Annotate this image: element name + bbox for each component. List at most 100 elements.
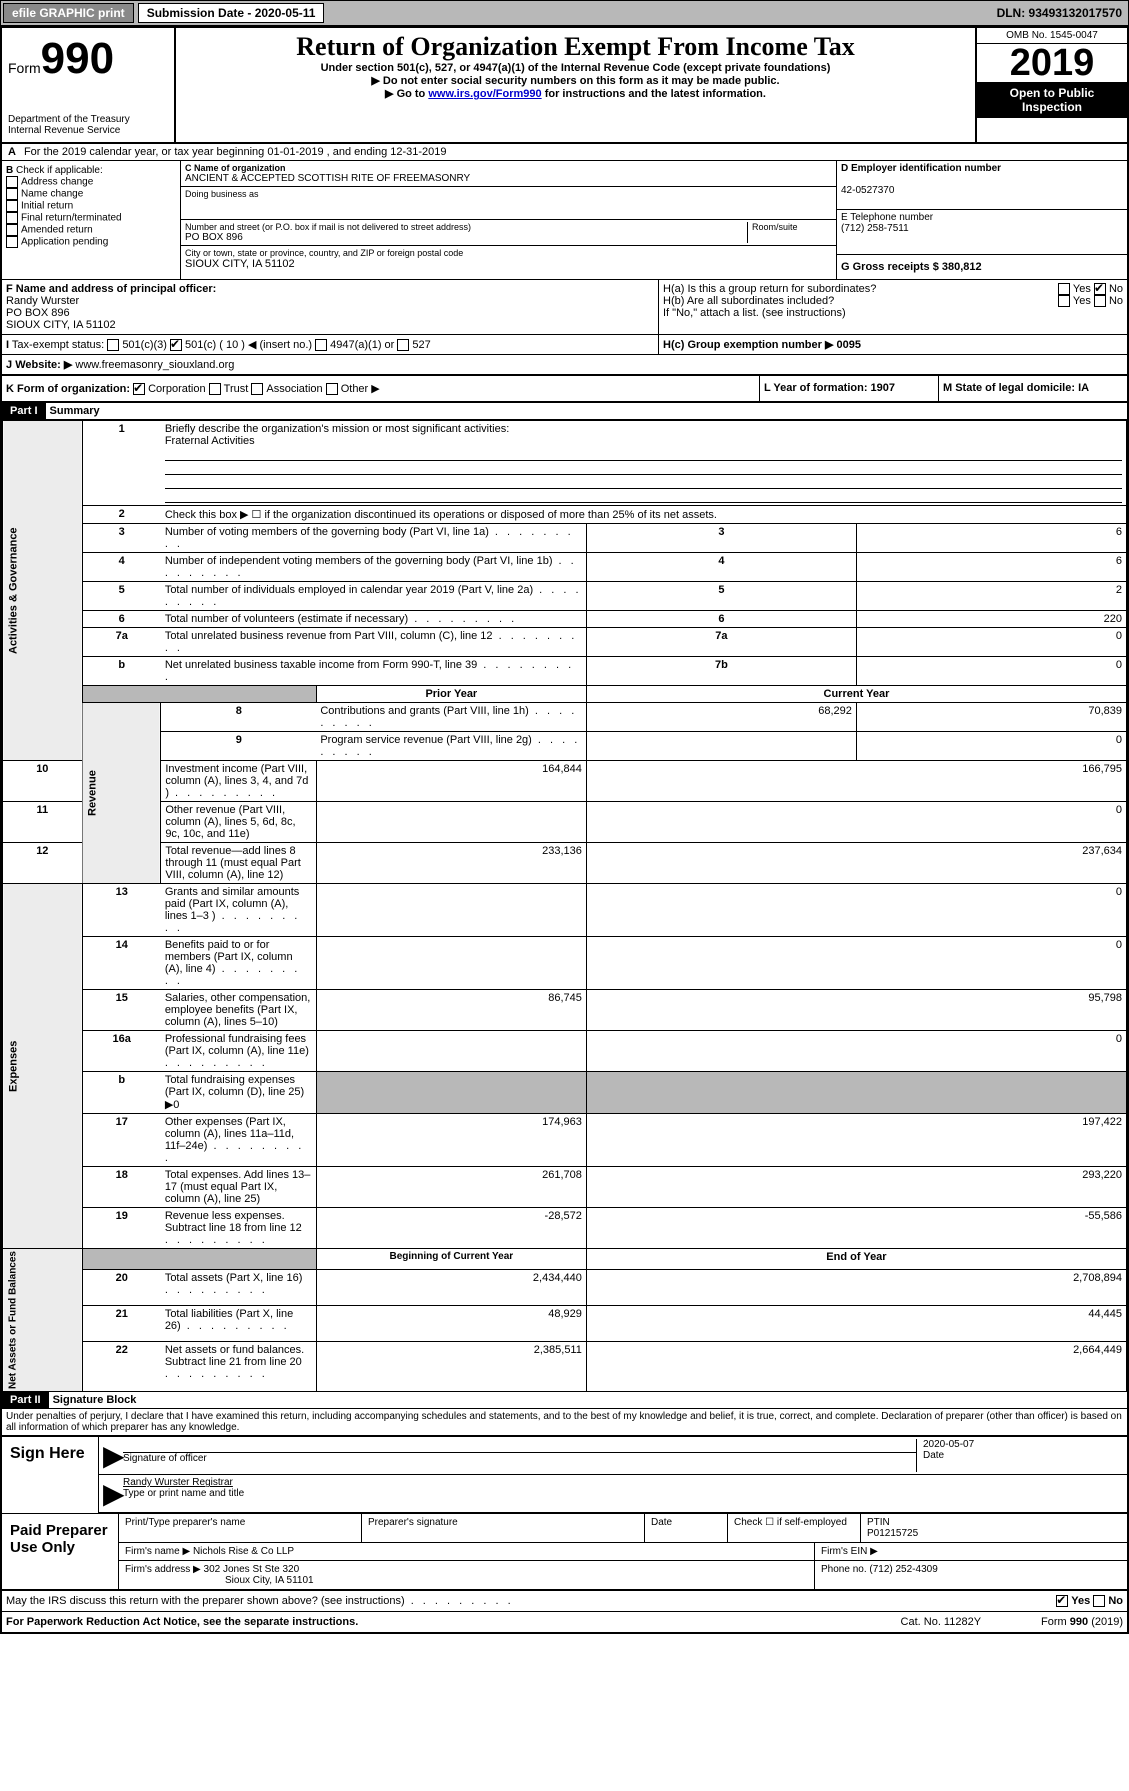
initial-return-checkbox[interactable]: [6, 200, 18, 212]
irs-link[interactable]: www.irs.gov/Form990: [428, 88, 541, 100]
row3-val: 6: [856, 524, 1126, 553]
row6-val: 220: [856, 611, 1126, 628]
trust-label: Trust: [224, 383, 249, 395]
sign-here-label: Sign Here: [2, 1437, 99, 1513]
addr-label: Number and street (or P.O. box if mail i…: [185, 222, 747, 232]
l-year-formation: L Year of formation: 1907: [764, 382, 895, 394]
website-label: Website: ▶: [15, 359, 72, 371]
name-change-checkbox[interactable]: [6, 188, 18, 200]
perjury-statement: Under penalties of perjury, I declare th…: [2, 1409, 1127, 1435]
row3-num: 3: [82, 524, 161, 553]
exp19-prior: -28,572: [316, 1208, 586, 1249]
rev12-prior: 233,136: [316, 843, 586, 884]
net21-num: 21: [82, 1305, 161, 1341]
exp14-desc: Benefits paid to or for members (Part IX…: [161, 937, 317, 990]
part2-badge: Part II: [2, 1392, 49, 1408]
g-gross-receipts: G Gross receipts $ 380,812: [841, 261, 982, 273]
firm-addr-label: Firm's address ▶: [125, 1564, 201, 1575]
rev8-prior: 68,292: [586, 703, 856, 732]
discuss-yes-checkbox[interactable]: [1056, 1595, 1068, 1607]
end-year-header: End of Year: [586, 1249, 1126, 1270]
assoc-checkbox[interactable]: [251, 383, 263, 395]
exp17-prior: 174,963: [316, 1114, 586, 1167]
501c-label: 501(c) ( 10 ) ◀ (insert no.): [185, 339, 312, 351]
row5-num: 5: [82, 582, 161, 611]
rev8-desc: Contributions and grants (Part VIII, lin…: [316, 703, 586, 732]
current-year-header: Current Year: [586, 686, 1126, 703]
rev8-num: 8: [161, 703, 317, 732]
form-header: Form990 Department of the Treasury Inter…: [2, 28, 1127, 144]
hb-no-checkbox[interactable]: [1094, 295, 1106, 307]
goto-note: ▶ Go to www.irs.gov/Form990 for instruct…: [184, 87, 967, 100]
e-phone-label: E Telephone number: [841, 212, 933, 223]
line2-text: Check this box ▶ ☐ if the organization d…: [161, 506, 1127, 524]
net21-curr: 44,445: [586, 1305, 1126, 1341]
rev11-curr: 0: [586, 802, 1126, 843]
corp-label: Corporation: [148, 383, 205, 395]
hb-yes-checkbox[interactable]: [1058, 295, 1070, 307]
exp15-num: 15: [82, 990, 161, 1031]
governance-label: Activities & Governance: [3, 421, 83, 761]
sig-officer-label: Signature of officer: [123, 1453, 207, 1464]
exp16b-curr: [586, 1072, 1126, 1114]
goto-suffix: for instructions and the latest informat…: [542, 88, 766, 100]
net22-curr: 2,664,449: [586, 1341, 1126, 1392]
row-a-tax-year: A For the 2019 calendar year, or tax yea…: [2, 144, 1127, 161]
address-change-checkbox[interactable]: [6, 176, 18, 188]
amended-return-checkbox[interactable]: [6, 224, 18, 236]
501c-checkbox[interactable]: [170, 339, 182, 351]
no-label: No: [1109, 283, 1123, 295]
527-label: 527: [412, 339, 430, 351]
501c3-checkbox[interactable]: [107, 339, 119, 351]
other-checkbox[interactable]: [326, 383, 338, 395]
row7b-val: 0: [856, 657, 1126, 686]
tax-year-range: For the 2019 calendar year, or tax year …: [20, 144, 451, 160]
net21-prior: 48,929: [316, 1305, 586, 1341]
street-address: PO BOX 896: [185, 232, 747, 243]
rev8-curr: 70,839: [856, 703, 1126, 732]
ha-no-checkbox[interactable]: [1094, 283, 1106, 295]
exp14-curr: 0: [586, 937, 1126, 990]
discuss-yes: Yes: [1071, 1595, 1090, 1607]
exp19-desc: Revenue less expenses. Subtract line 18 …: [161, 1208, 317, 1249]
rev9-prior: [586, 732, 856, 761]
row7a-code: 7a: [586, 628, 856, 657]
527-checkbox[interactable]: [397, 339, 409, 351]
row5-code: 5: [586, 582, 856, 611]
ptin-value: P01215725: [867, 1528, 918, 1539]
row7a-desc: Total unrelated business revenue from Pa…: [161, 628, 587, 657]
501c3-label: 501(c)(3): [122, 339, 167, 351]
row7a-val: 0: [856, 628, 1126, 657]
final-return-checkbox[interactable]: [6, 212, 18, 224]
discuss-no-checkbox[interactable]: [1093, 1595, 1105, 1607]
rev10-desc: Investment income (Part VIII, column (A)…: [161, 761, 317, 802]
exp17-desc: Other expenses (Part IX, column (A), lin…: [161, 1114, 317, 1167]
exp15-desc: Salaries, other compensation, employee b…: [161, 990, 317, 1031]
4947-checkbox[interactable]: [315, 339, 327, 351]
rev9-desc: Program service revenue (Part VIII, line…: [316, 732, 586, 761]
phone-value: (712) 258-7511: [841, 223, 909, 234]
paperwork-notice: For Paperwork Reduction Act Notice, see …: [6, 1616, 901, 1628]
officer-name: Randy Wurster: [6, 295, 79, 307]
net21-desc: Total liabilities (Part X, line 26): [161, 1305, 317, 1341]
trust-checkbox[interactable]: [209, 383, 221, 395]
exp16b-num: b: [82, 1072, 161, 1114]
corp-checkbox[interactable]: [133, 383, 145, 395]
net20-curr: 2,708,894: [586, 1270, 1126, 1306]
row4-num: 4: [82, 553, 161, 582]
rev9-num: 9: [161, 732, 317, 761]
efile-graphic-print-button[interactable]: efile GRAPHIC print: [3, 3, 134, 23]
form-container: Form990 Department of the Treasury Inter…: [0, 26, 1129, 1634]
row3-code: 3: [586, 524, 856, 553]
application-pending-checkbox[interactable]: [6, 236, 18, 248]
assoc-label: Association: [266, 383, 322, 395]
firm-ein-label: Firm's EIN ▶: [815, 1543, 1127, 1560]
prep-sig-label: Preparer's signature: [362, 1514, 645, 1542]
hb-label: H(b) Are all subordinates included?: [663, 295, 834, 307]
exp15-prior: 86,745: [316, 990, 586, 1031]
net22-prior: 2,385,511: [316, 1341, 586, 1392]
opt-final: Final return/terminated: [21, 213, 122, 224]
ha-yes-checkbox[interactable]: [1058, 283, 1070, 295]
exp19-curr: -55,586: [586, 1208, 1126, 1249]
net22-num: 22: [82, 1341, 161, 1392]
